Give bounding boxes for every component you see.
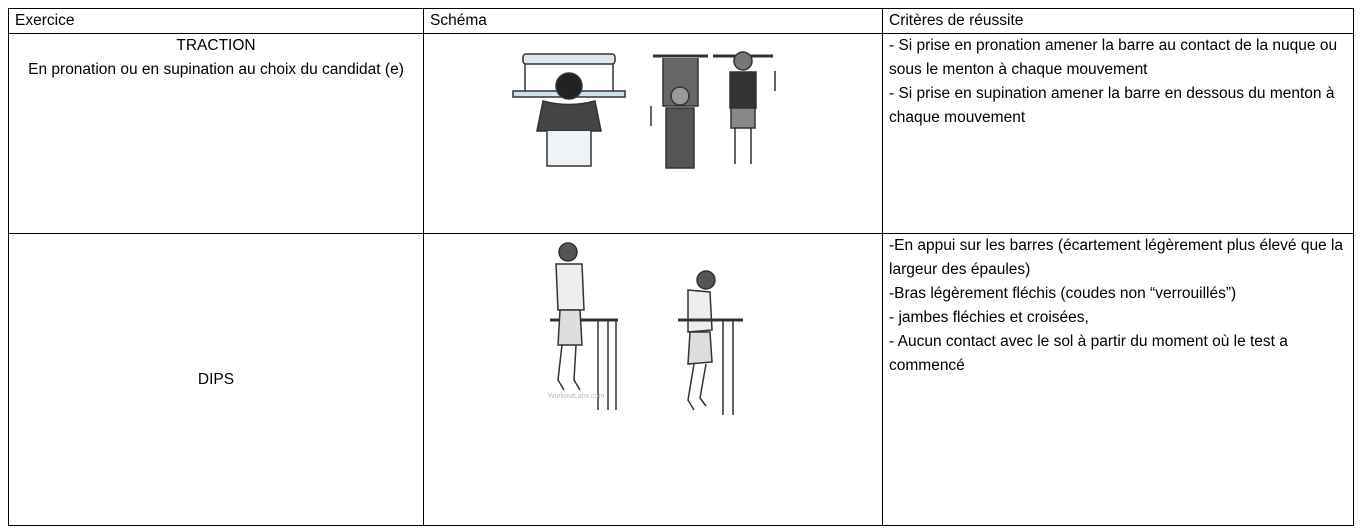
header-row: Exercice Schéma Critères de réussite (8, 8, 1354, 34)
exercise-title: DIPS (197, 370, 235, 388)
schema-cell: WorkoutLabs.com (423, 233, 883, 526)
schema-cell (423, 33, 883, 234)
criterion: - jambes fléchies et croisées, (889, 309, 1089, 326)
criteria-table: Exercice Schéma Critères de réussite TRA… (8, 8, 1354, 526)
traction-drawing (512, 51, 776, 169)
criterion: - Si prise en pronation amener la barre … (889, 37, 1338, 78)
header-cell: Critères de réussite (882, 8, 1354, 34)
header-cell: Exercice (8, 8, 424, 34)
criteria-cell: - Si prise en pronation amener la barre … (882, 33, 1354, 234)
watermark: WorkoutLabs.com (548, 393, 604, 400)
header-cell: Schéma (423, 8, 883, 34)
exercise-cell: DIPS (8, 233, 424, 526)
criterion: - Aucun contact avec le sol à partir du … (889, 333, 1288, 374)
table-row: DIPS WorkoutLabs.com -En appui sur les b… (8, 233, 1354, 526)
table-row: TRACTION En pronation ou en supination a… (8, 33, 1354, 234)
exercise-title: TRACTION (176, 37, 256, 54)
exercise-note: En pronation ou en supination au choix d… (28, 61, 404, 78)
criterion: -Bras légèrement fléchis (coudes non “ve… (889, 285, 1237, 302)
exercise-cell: TRACTION En pronation ou en supination a… (8, 33, 424, 234)
criterion: - Si prise en supination amener la barre… (889, 85, 1335, 126)
criteria-cell: -En appui sur les barres (écartement lég… (882, 233, 1354, 526)
dips-drawing: WorkoutLabs.com (548, 242, 743, 415)
criterion: -En appui sur les barres (écartement lég… (889, 237, 1344, 278)
